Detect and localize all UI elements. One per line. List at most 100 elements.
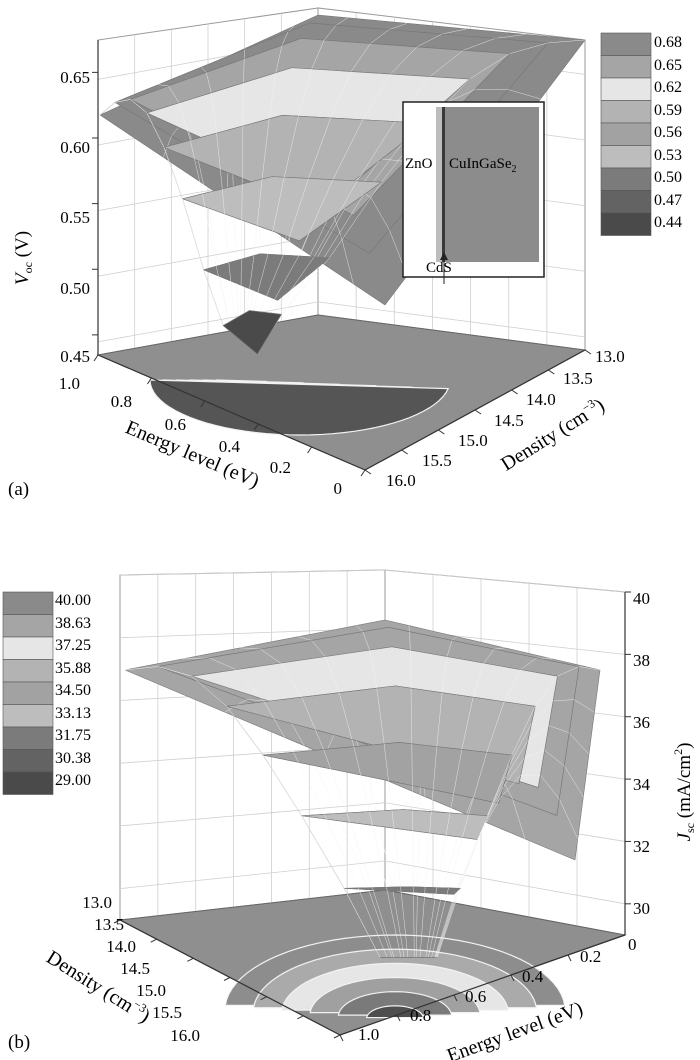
- tick-marks: [113, 591, 631, 1042]
- mesh-line: [353, 746, 370, 812]
- x-tick-label: 1.0: [59, 374, 80, 393]
- chart-panel-a: 0.45 0.50 0.55 0.60 0.65 Voc (V) 1.0 0.8…: [8, 7, 682, 500]
- mesh-line: [332, 119, 364, 180]
- x-axis-line: [339, 934, 626, 1036]
- mesh-line: [240, 259, 242, 316]
- mesh-line: [431, 746, 438, 812]
- mesh-line: [557, 666, 580, 677]
- y-tick-label: 14.0: [526, 390, 556, 409]
- mesh-line: [392, 890, 405, 958]
- y-tick-label: 15.5: [152, 1003, 182, 1022]
- mesh-line: [308, 117, 331, 179]
- mesh-line: [483, 648, 495, 664]
- legend-swatch: [600, 55, 652, 79]
- grid-line: [119, 569, 386, 576]
- mesh-line: [534, 675, 558, 707]
- mesh-line: [380, 158, 406, 162]
- mesh-line: [441, 28, 467, 35]
- y-tick-label: 13.0: [82, 893, 112, 912]
- mesh-line: [355, 625, 363, 632]
- mesh-line: [259, 255, 284, 312]
- z-tick-label: 32: [633, 837, 650, 856]
- mesh-line: [281, 31, 289, 46]
- mesh-line: [216, 133, 223, 189]
- mesh-line: [293, 752, 325, 815]
- mesh-line: [410, 650, 412, 689]
- mesh-line: [520, 657, 537, 670]
- mesh-line: [409, 631, 411, 651]
- mesh-line: [512, 798, 526, 839]
- mesh-line: [369, 811, 387, 888]
- legend-label: 37.25: [55, 637, 91, 654]
- legend-label: 0.59: [654, 102, 682, 119]
- mesh-line: [329, 182, 382, 258]
- mesh-line: [190, 140, 203, 194]
- z-tick-label: 30: [633, 899, 650, 918]
- mesh-line: [283, 178, 309, 256]
- mesh-line: [472, 663, 485, 698]
- x-tick-label: 0.8: [111, 392, 132, 411]
- mesh-line: [275, 45, 283, 73]
- tick: [253, 423, 259, 431]
- z-tick-label: 0.60: [60, 138, 90, 157]
- mesh-line: [209, 657, 237, 670]
- inset-cds-label: CdS: [426, 260, 452, 276]
- legend-swatch: [600, 32, 652, 56]
- legend-swatch: [600, 145, 652, 169]
- tick: [567, 954, 572, 962]
- tick: [113, 919, 121, 924]
- y-tick-label: 15.0: [458, 431, 488, 450]
- z-axis-title: Jsc (mA/cm2): [671, 743, 697, 842]
- tick: [297, 1015, 304, 1020]
- mesh-line: [202, 193, 217, 267]
- mesh-line: [267, 177, 285, 255]
- mesh-line: [350, 43, 371, 72]
- tick: [364, 469, 372, 475]
- x-tick-label: 0.4: [522, 967, 544, 986]
- mesh-line: [252, 254, 269, 312]
- mesh-line: [268, 72, 277, 119]
- y-tick-label: 16.0: [170, 1026, 200, 1045]
- legend-label: 0.62: [654, 79, 682, 96]
- chart-panel-b: 30 32 34 36 38 40 0 Jsc (mA/cm2) 13.0 13…: [2, 569, 697, 1060]
- mesh-line: [315, 765, 341, 822]
- inset-cigs-layer: [444, 107, 539, 262]
- mesh-line: [434, 893, 456, 958]
- legend-label: 29.00: [55, 772, 91, 789]
- tick: [223, 977, 231, 981]
- mesh-line: [448, 814, 469, 889]
- mesh-line: [436, 692, 443, 747]
- mesh-line: [253, 179, 263, 256]
- mesh-line: [343, 888, 381, 958]
- mesh-line: [266, 255, 299, 313]
- legend-swatch: [600, 122, 652, 146]
- y-tick-label: 14.5: [494, 411, 524, 430]
- mesh-line: [324, 656, 340, 693]
- origin-tick-label: 0: [628, 935, 637, 954]
- mesh-line: [146, 112, 165, 148]
- legend-label: 0.65: [654, 57, 682, 74]
- tick: [200, 400, 206, 408]
- tick: [510, 974, 515, 982]
- x-tick-label: 0.4: [219, 437, 241, 456]
- y-tick-label: 15.0: [136, 981, 166, 1000]
- tick: [548, 369, 555, 375]
- mesh-line: [415, 892, 418, 958]
- mesh-line: [469, 53, 510, 80]
- mesh-line: [412, 810, 414, 887]
- contour-band: [337, 991, 453, 1016]
- y-tick-label: 14.0: [106, 937, 136, 956]
- tick: [333, 1034, 341, 1039]
- mesh-line: [241, 183, 243, 260]
- tick: [260, 996, 267, 1001]
- legend-label: 0.53: [654, 147, 682, 164]
- tick: [146, 377, 152, 385]
- tick: [187, 957, 194, 962]
- mesh-line: [330, 71, 352, 119]
- mesh-line: [311, 640, 326, 657]
- mesh-line: [130, 99, 147, 114]
- mesh-line: [191, 675, 227, 707]
- mesh-line: [370, 197, 390, 230]
- mesh-line: [362, 73, 391, 120]
- z-axis-title: Voc (V): [12, 231, 35, 285]
